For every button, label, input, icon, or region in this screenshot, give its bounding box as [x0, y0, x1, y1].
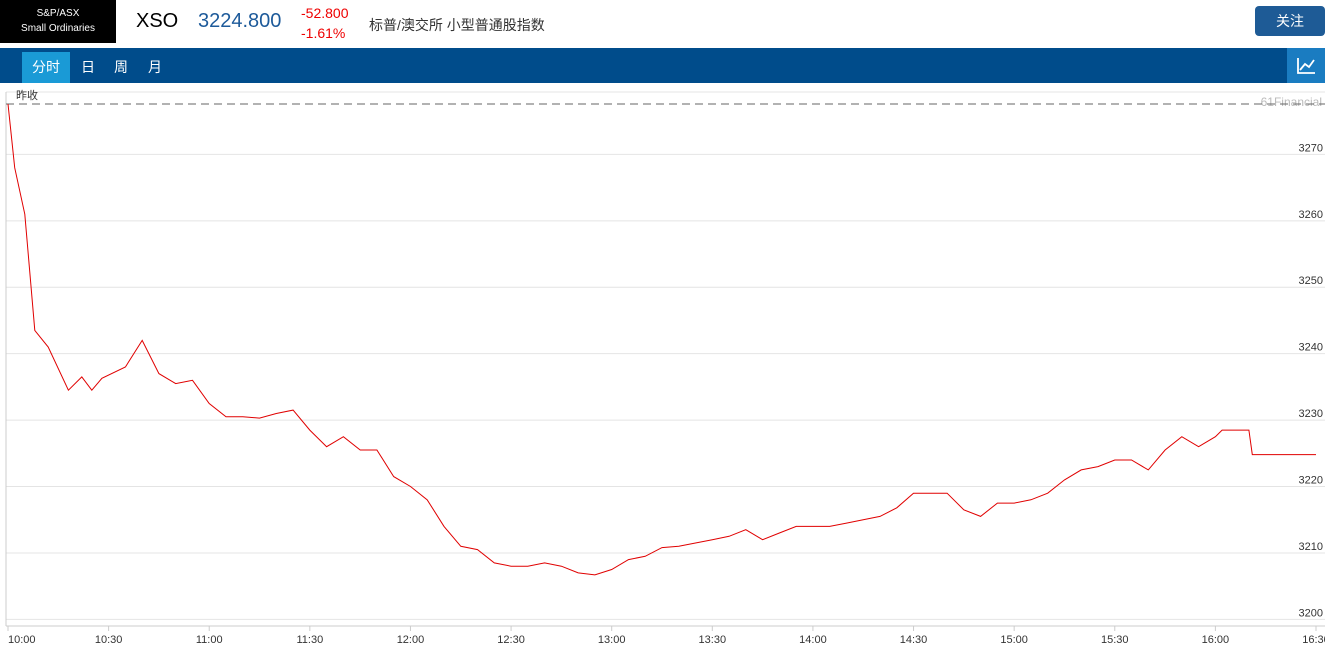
x-tick-label: 10:30 — [95, 634, 123, 646]
watermark: 61Financial — [1261, 95, 1322, 109]
follow-button[interactable]: 关注 — [1255, 6, 1325, 36]
reference-label: 昨收 — [16, 88, 38, 102]
price-line — [7, 103, 1316, 576]
x-tick-label: 10:00 — [8, 634, 36, 646]
tab[interactable]: 月 — [148, 59, 162, 75]
logo: S&P/ASX Small Ordinaries — [0, 0, 116, 43]
index-name: 标普/澳交所 小型普通股指数 — [369, 17, 545, 33]
x-tick-label: 15:30 — [1101, 634, 1129, 646]
logo-line: Small Ordinaries — [21, 23, 95, 34]
x-tick-label: 12:00 — [397, 634, 425, 646]
chart: 3200 3210 3220 3230 3240 3250 3260 3270 10:00 10:… — [5, 88, 1325, 646]
logo-line: S&P/ASX — [36, 8, 80, 19]
y-tick-label: 3250 — [1299, 275, 1323, 287]
x-tick-label: 15:00 — [1000, 634, 1028, 646]
x-tick-label: 16:00 — [1202, 634, 1230, 646]
symbol: XSO — [136, 10, 179, 32]
x-tick-label: 12:30 — [497, 634, 525, 646]
x-tick-label: 16:30 — [1302, 634, 1325, 646]
x-tick-label: 11:30 — [296, 634, 323, 646]
tab[interactable]: 周 — [114, 59, 128, 75]
header: S&P/ASX Small Ordinaries XSO 3224.800 -5… — [0, 0, 1325, 46]
price: 3224.800 — [198, 10, 282, 32]
y-tick-label: 3220 — [1299, 474, 1323, 486]
tab-bar: 分时 日 周 月 — [0, 48, 1325, 83]
y-tick-label: 3260 — [1299, 209, 1323, 221]
chart-icon[interactable] — [1287, 48, 1325, 83]
y-tick-label: 3200 — [1299, 607, 1323, 619]
change: -52.800 -1.61% — [301, 3, 348, 43]
x-tick-label: 13:30 — [699, 634, 727, 646]
y-tick-label: 3230 — [1299, 408, 1323, 420]
x-tick-label: 11:00 — [196, 634, 223, 646]
y-tick-label: 3270 — [1299, 142, 1323, 154]
tab[interactable]: 日 — [81, 59, 95, 75]
change-value: -52.800 — [301, 5, 349, 21]
y-tick-label: 3240 — [1299, 342, 1323, 354]
x-tick-label: 14:30 — [900, 634, 928, 646]
icon-graphic — [1297, 58, 1315, 74]
y-tick-label: 3210 — [1299, 541, 1323, 553]
x-tick-label: 13:00 — [598, 634, 626, 646]
change-percent: -1.61% — [301, 25, 346, 41]
tab[interactable]: 分时 — [22, 52, 70, 83]
x-tick-label: 14:00 — [799, 634, 827, 646]
